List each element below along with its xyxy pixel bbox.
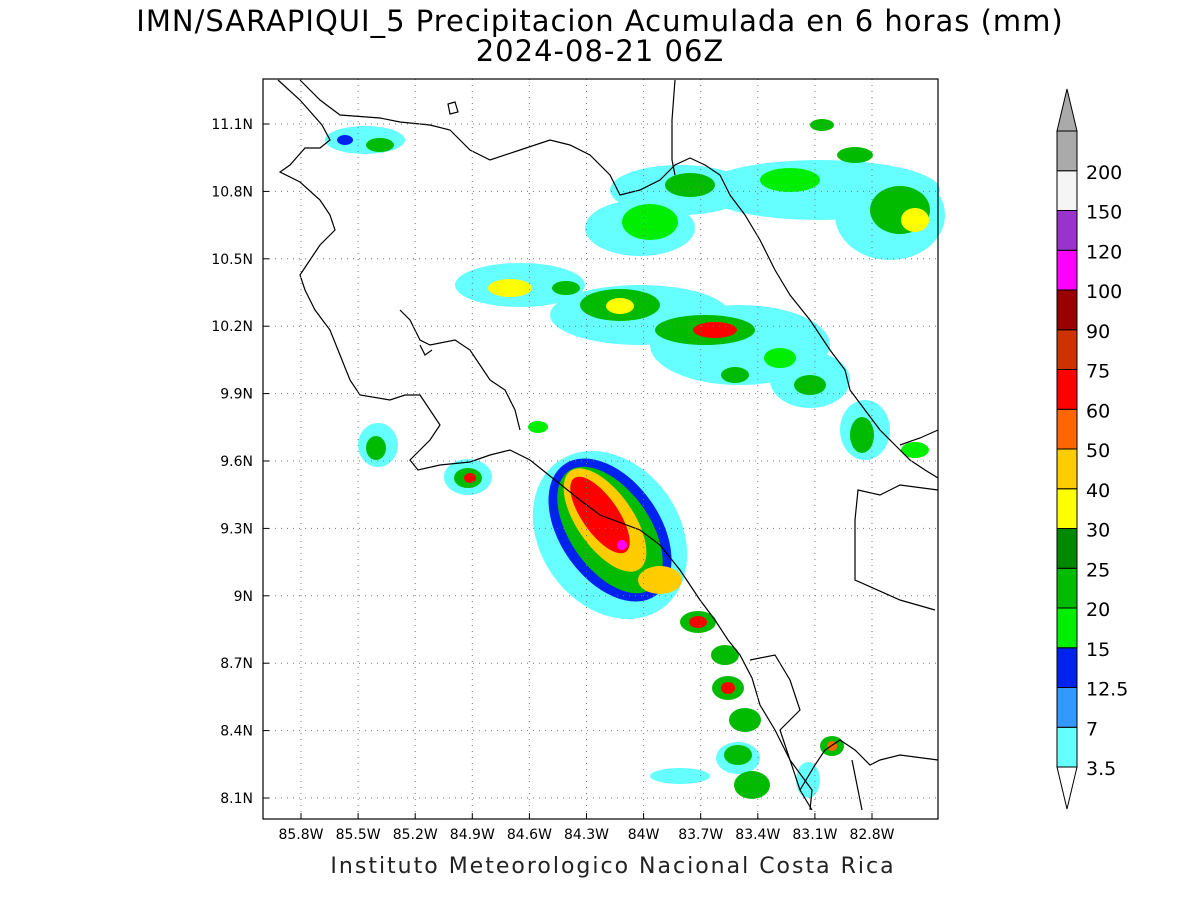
colorbar-label: 15	[1086, 639, 1110, 661]
colorbar-label: 200	[1086, 162, 1122, 184]
colorbar-label: 60	[1086, 400, 1110, 422]
lat-label: 10.2N	[211, 319, 253, 335]
colorbar-label: 7	[1086, 718, 1098, 740]
latitude-ticks: 11.1N 10.8N 10.5N 10.2N 9.9N 9.6N 9.3N 9N 8.7N 8.…	[211, 117, 269, 807]
lon-label: 85.5W	[336, 827, 381, 843]
lon-label: 85.2W	[393, 827, 438, 843]
lon-label: 82.8W	[849, 827, 894, 843]
lon-label: 84.3W	[564, 827, 609, 843]
colorbar-box	[1056, 369, 1078, 410]
lat-label: 11.1N	[211, 117, 253, 133]
colorbar-label: 90	[1086, 321, 1110, 343]
colorbar-label: 20	[1086, 599, 1110, 621]
colorbar-label: 150	[1086, 202, 1122, 224]
colorbar-box	[1056, 170, 1078, 211]
colorbar-box	[1056, 726, 1078, 768]
colorbar-box	[1056, 687, 1078, 728]
lat-label: 9.3N	[220, 521, 253, 537]
colorbar-label: 40	[1086, 480, 1110, 502]
lat-label: 8.4N	[220, 724, 253, 740]
lon-label: 83.1W	[792, 827, 837, 843]
colorbar-label: 3.5	[1086, 758, 1116, 780]
colorbar: 3.5 7 12.5 15 20 25 30 40 50 60 75 90 100 120 150 200	[1056, 88, 1128, 810]
colorbar-box	[1056, 408, 1078, 450]
colorbar-label: 12.5	[1086, 679, 1128, 701]
lon-label: 84.9W	[450, 827, 495, 843]
map-frame	[262, 78, 939, 820]
colorbar-box	[1056, 130, 1078, 172]
map-title: IMN/SARAPIQUI_5 Precipitacion Acumulada …	[136, 4, 1064, 38]
lon-label: 84W	[628, 827, 660, 843]
lat-label: 9.9N	[220, 387, 253, 403]
colorbar-box	[1056, 289, 1078, 331]
colorbar-label: 50	[1086, 440, 1110, 462]
lat-label: 10.5N	[211, 252, 253, 268]
lon-label: 84.6W	[507, 827, 552, 843]
lat-label: 8.1N	[220, 791, 253, 807]
precipitation-field	[325, 119, 945, 799]
colorbar-label: 30	[1086, 520, 1110, 542]
colorbar-box	[1056, 448, 1078, 490]
coastline	[277, 79, 939, 811]
lat-label: 9.6N	[220, 454, 253, 470]
colorbar-box	[1056, 528, 1078, 569]
colorbar-box	[1056, 607, 1078, 649]
lat-label: 8.7N	[220, 656, 253, 672]
colorbar-label: 25	[1086, 559, 1110, 581]
lon-label: 83.4W	[735, 827, 780, 843]
colorbar-box	[1056, 329, 1078, 370]
colorbar-top-arrow	[1056, 88, 1078, 132]
lon-label: 85.8W	[278, 827, 323, 843]
lon-label: 83.7W	[678, 827, 723, 843]
colorbar-box	[1056, 210, 1078, 251]
colorbar-label: 120	[1086, 241, 1122, 263]
colorbar-box	[1056, 567, 1078, 609]
map-date: 2024-08-21 06Z	[475, 34, 725, 68]
longitude-ticks: 85.8W 85.5W 85.2W 84.9W 84.6W 84.3W 84W 83.7W 83…	[278, 813, 895, 843]
colorbar-box	[1056, 647, 1078, 688]
lat-label: 9N	[234, 589, 253, 605]
colorbar-bottom-arrow	[1056, 766, 1078, 810]
lat-label: 10.8N	[211, 184, 253, 200]
colorbar-box	[1056, 488, 1078, 529]
footer-credit: Instituto Meteorologico Nacional Costa R…	[330, 854, 896, 879]
colorbar-label: 75	[1086, 361, 1110, 383]
colorbar-label: 100	[1086, 281, 1122, 303]
colorbar-box	[1056, 249, 1078, 291]
